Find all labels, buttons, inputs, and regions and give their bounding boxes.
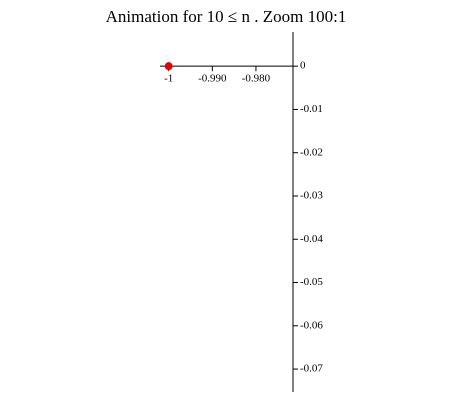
x-tick-label: -0.980 [242, 73, 271, 85]
y-tick-label: -0.07 [300, 363, 323, 375]
y-tick-label: -0.02 [300, 146, 323, 158]
chart-title: Animation for 10 ≤ n . Zoom 100:1 [106, 7, 347, 26]
y-tick-label: -0.03 [300, 190, 323, 202]
x-tick-label: -1 [164, 73, 173, 85]
x-tick-label: -0.990 [198, 73, 227, 85]
y-tick-label: -0.05 [300, 276, 323, 288]
y-tick-label: 0 [300, 60, 306, 72]
y-tick-label: -0.04 [300, 233, 323, 245]
y-tick-label: -0.01 [300, 103, 323, 115]
y-tick-label: -0.06 [300, 319, 323, 331]
point [164, 62, 173, 71]
